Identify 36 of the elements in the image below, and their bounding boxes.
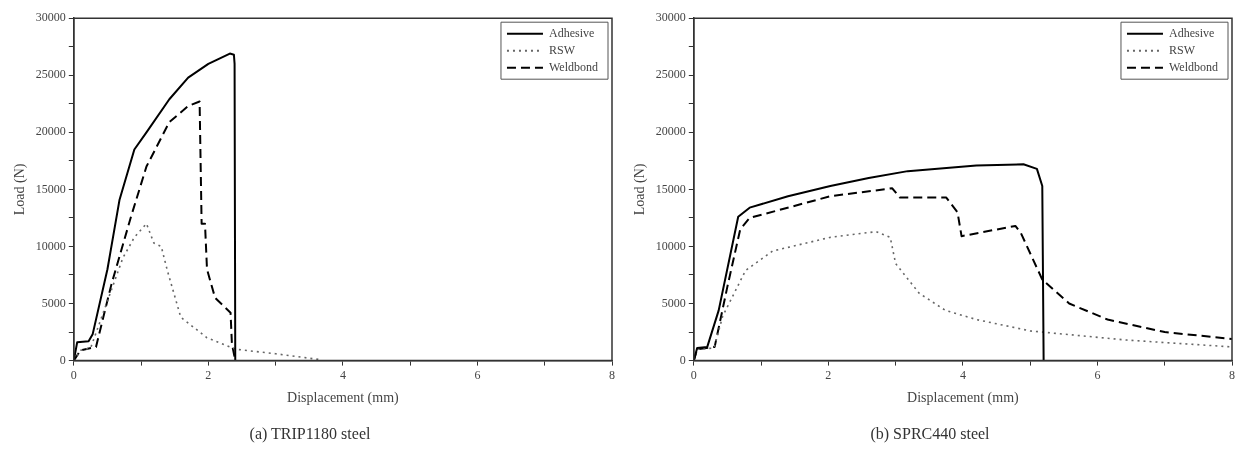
y-tick-label: 30000 [35, 10, 66, 25]
text: (b) SPRC440 steel [870, 424, 991, 443]
y-tick-label: 10000 [35, 238, 66, 253]
y-tick-label: 5000 [661, 295, 686, 310]
x-tick-label: 0 [70, 367, 77, 382]
y-tick-label: 0 [59, 352, 66, 367]
y-tick-label: 10000 [655, 238, 686, 253]
x-axis-title: Displacement (mm) [287, 390, 400, 407]
x-tick-label: 4 [959, 367, 966, 382]
y-tick-label: 20000 [35, 124, 66, 139]
y-tick-label: 0 [679, 352, 686, 367]
x-tick-label: 2 [825, 367, 832, 382]
x-tick-label: 8 [1229, 367, 1235, 382]
legend-label: Adhesive [548, 25, 595, 40]
y-axis-title: Load (N) [12, 163, 29, 216]
legend-label: Weldbond [1168, 59, 1219, 74]
y-tick-label: 20000 [655, 124, 686, 139]
y-tick-label: 15000 [655, 181, 686, 196]
y-tick-label: 5000 [41, 295, 66, 310]
legend-label: RSW [1168, 42, 1196, 57]
x-tick-label: 6 [474, 367, 481, 382]
y-tick-label: 25000 [655, 67, 686, 82]
y-tick-label: 25000 [35, 67, 66, 82]
text: (a) TRIP1180 steel [249, 424, 371, 443]
legend-label: Weldbond [548, 59, 599, 74]
x-tick-label: 6 [1094, 367, 1101, 382]
x-tick-label: 4 [339, 367, 346, 382]
y-axis-title: Load (N) [632, 163, 649, 216]
legend-label: RSW [548, 42, 576, 57]
x-tick-label: 0 [690, 367, 697, 382]
y-tick-label: 30000 [655, 10, 686, 25]
x-tick-label: 2 [205, 367, 212, 382]
y-tick-label: 15000 [35, 181, 66, 196]
legend-label: Adhesive [1168, 25, 1215, 40]
x-tick-label: 8 [609, 367, 615, 382]
x-axis-title: Displacement (mm) [907, 390, 1020, 407]
